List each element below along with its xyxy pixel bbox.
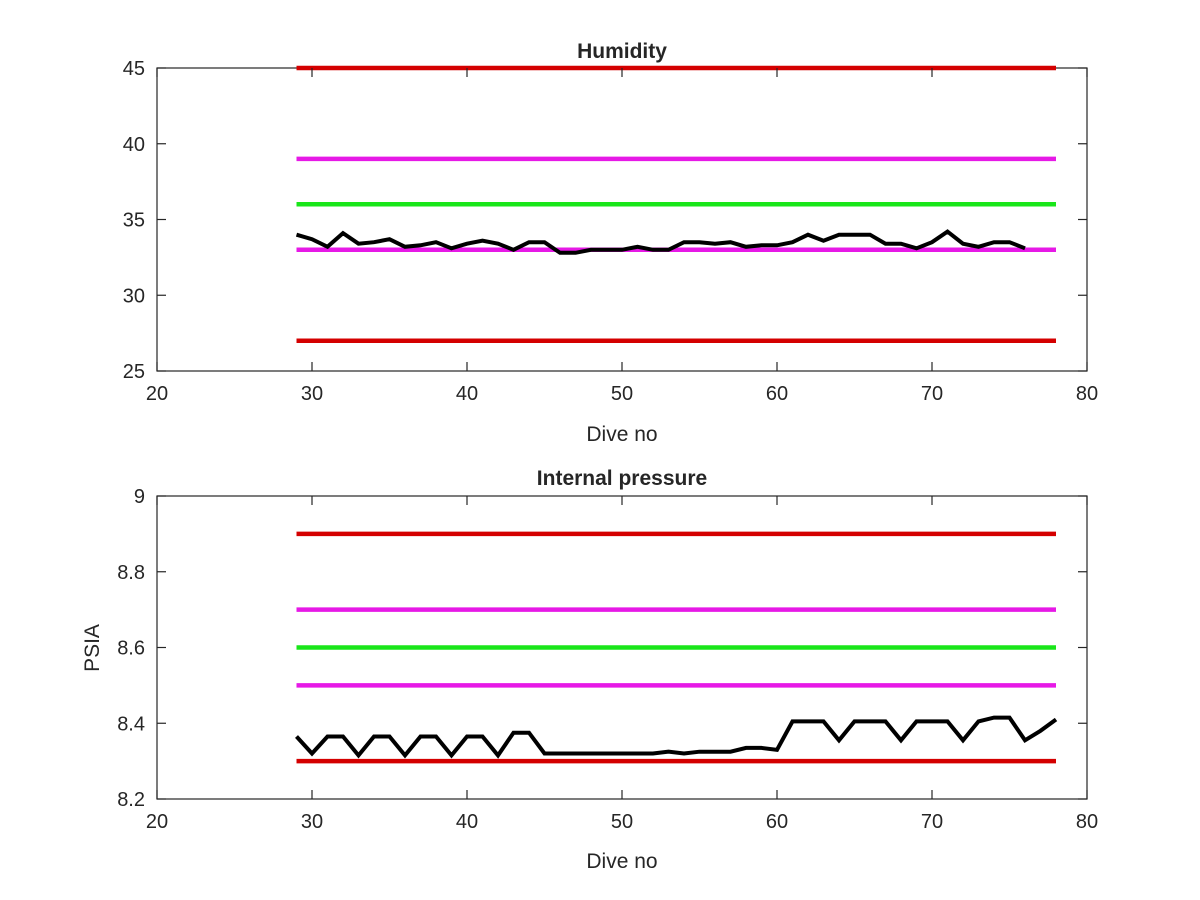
humidity-x-tick-label: 80 (1076, 383, 1098, 405)
humidity-x-tick-label: 70 (921, 383, 943, 405)
pressure-y-tick-label: 8.4 (117, 713, 145, 735)
pressure-x-tick-label: 80 (1076, 811, 1098, 833)
humidity-tick-layer: 20 30 40 50 60 70 80 25 30 35 40 45 (123, 58, 1098, 405)
pressure-tick-layer: 20 30 40 50 60 70 80 8.2 8.4 8.6 8.8 9 (117, 486, 1098, 833)
pressure-x-tick-label: 60 (766, 811, 788, 833)
pressure-y-tick-label: 8.2 (117, 789, 145, 811)
pressure-y-tick-label: 8.8 (117, 562, 145, 584)
internal-pressure-panel: 20 30 40 50 60 70 80 8.2 8.4 8.6 8.8 9 Internal pre… (81, 467, 1098, 873)
pressure-y-axis-label: PSIA (81, 624, 104, 672)
pressure-x-tick-label: 30 (301, 811, 323, 833)
pressure-chart-title: Internal pressure (537, 467, 707, 490)
humidity-x-tick-label: 50 (611, 383, 633, 405)
humidity-x-tick-label: 20 (146, 383, 168, 405)
pressure-y-tick-label: 9 (134, 486, 145, 508)
pressure-x-tick-label: 50 (611, 811, 633, 833)
humidity-x-tick-label: 60 (766, 383, 788, 405)
pressure-series-layer (295, 531, 1058, 764)
humidity-x-tick-label: 40 (456, 383, 478, 405)
humidity-y-tick-label: 30 (123, 285, 145, 307)
humidity-y-tick-label: 25 (123, 361, 145, 383)
humidity-y-tick-label: 40 (123, 134, 145, 156)
pressure-x-tick-label: 70 (921, 811, 943, 833)
humidity-data-line (295, 229, 1026, 255)
pressure-x-axis-label: Dive no (586, 850, 657, 873)
humidity-series-layer (295, 65, 1056, 343)
humidity-x-tick-label: 30 (301, 383, 323, 405)
humidity-chart-title: Humidity (577, 40, 667, 63)
humidity-axes-box (156, 67, 1088, 372)
humidity-y-tick-label: 45 (123, 58, 145, 80)
pressure-y-tick-label: 8.6 (117, 638, 145, 660)
humidity-x-axis-label: Dive no (586, 423, 657, 446)
pressure-x-tick-label: 20 (146, 811, 168, 833)
humidity-panel: 20 30 40 50 60 70 80 25 30 35 40 45 Humidity Dive n… (123, 40, 1098, 446)
humidity-y-tick-label: 35 (123, 210, 145, 232)
pressure-x-tick-label: 40 (456, 811, 478, 833)
pressure-data-line (295, 715, 1058, 759)
